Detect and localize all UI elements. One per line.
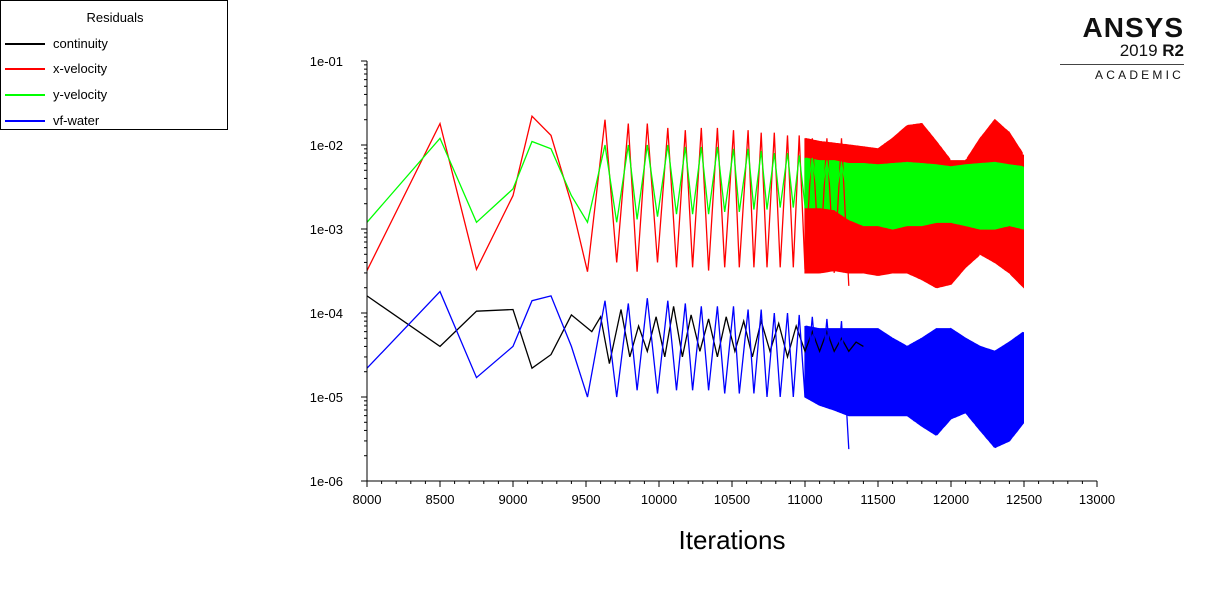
legend-entry-y-velocity: y-velocity	[5, 87, 225, 103]
y-tick-label: 1e-06	[310, 474, 343, 489]
logo-name: ANSYS	[1082, 12, 1184, 43]
series-layer	[366, 114, 864, 450]
series-line-vf-water	[366, 290, 850, 450]
legend-swatch-x-velocity	[5, 68, 45, 70]
legend-label-continuity: continuity	[53, 36, 108, 51]
x-tick-label: 12500	[1006, 492, 1042, 507]
legend-swatch-vf-water	[5, 120, 45, 122]
y-tick-label: 1e-05	[310, 390, 343, 405]
x-tick-label: 8000	[353, 492, 382, 507]
legend-swatch-y-velocity	[5, 94, 45, 96]
y-tick-label: 1e-02	[310, 138, 343, 153]
x-tick-label: 9000	[499, 492, 528, 507]
x-tick-label: 12000	[933, 492, 969, 507]
y-tick-label: 1e-04	[310, 306, 343, 321]
series-line-x-velocity	[366, 114, 850, 286]
x-tick-label: 9500	[572, 492, 601, 507]
logo-version-year: 2019	[1119, 41, 1158, 60]
band-vf-water	[804, 325, 1024, 449]
x-axis-title: Iterations	[679, 525, 786, 555]
legend-entry-continuity: continuity	[5, 36, 225, 52]
y-tick-label: 1e-01	[310, 54, 343, 69]
legend-entry-vf-water: vf-water	[5, 113, 225, 129]
logo-divider	[1060, 64, 1184, 65]
legend-label-vf-water: vf-water	[53, 113, 100, 128]
legend-box: Residuals continuity x-velocity y-veloci…	[0, 0, 228, 130]
y-tick-label: 1e-03	[310, 222, 343, 237]
x-tick-label: 11500	[860, 492, 895, 507]
legend-label-y-velocity: y-velocity	[53, 87, 108, 102]
legend-title: Residuals	[86, 10, 144, 25]
band-layer	[804, 118, 1024, 449]
series-line-y-velocity	[366, 137, 850, 225]
x-tick-label: 10000	[641, 492, 677, 507]
legend-swatch-continuity	[5, 43, 45, 45]
x-tick-label: 13000	[1079, 492, 1115, 507]
logo-version-release: R2	[1162, 41, 1184, 60]
x-tick-label: 10500	[714, 492, 750, 507]
x-axis-ticks: 8000 8500 9000 9500 10000 10500 11000 11500 1200…	[353, 481, 1115, 507]
y-axis-ticks: 1e-06 1e-05 1e-04 1e-03 1e-02 1e-01	[310, 54, 367, 489]
logo-subtitle: ACADEMIC	[1095, 68, 1184, 82]
legend-entry-x-velocity: x-velocity	[5, 61, 225, 77]
logo-version: 2019 R2	[1120, 41, 1184, 61]
legend-label-x-velocity: x-velocity	[53, 61, 108, 76]
x-tick-label: 11000	[787, 492, 822, 507]
band-y-velocity	[804, 157, 1024, 230]
x-tick-label: 8500	[426, 492, 455, 507]
ansys-logo: ANSYS 2019 R2 ACADEMIC	[1050, 10, 1190, 90]
